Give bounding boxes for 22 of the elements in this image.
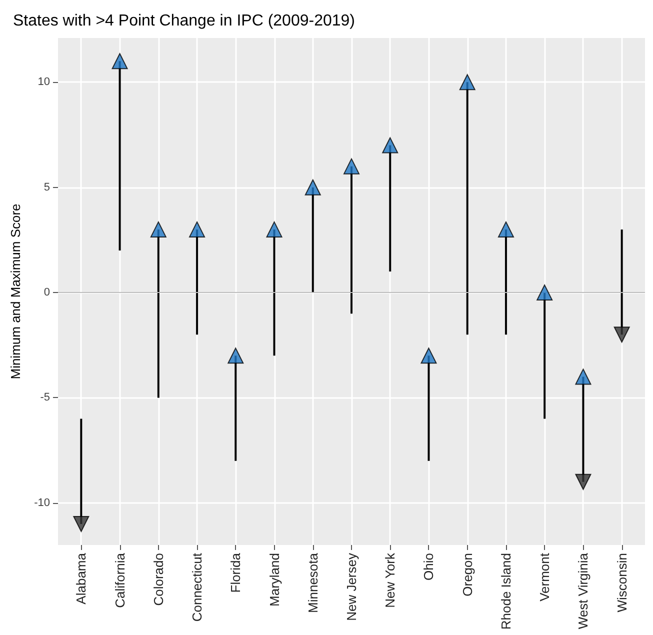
x-tick-label: West Virginia (576, 552, 591, 630)
x-tick-label: New York (382, 552, 398, 608)
y-tick-label: -10 (34, 496, 50, 509)
x-tick-label: Wisconsin (614, 553, 630, 612)
x-tick-label: Vermont (537, 552, 552, 602)
x-tick-label: New Jersey (344, 552, 359, 621)
x-tick-label: Rhode Island (498, 553, 514, 630)
x-tick-label: California (112, 552, 128, 608)
x-tick-label: Ohio (421, 553, 436, 580)
x-tick-label: Florida (228, 552, 244, 593)
y-tick-label: -5 (40, 392, 50, 404)
y-tick-label: 10 (38, 76, 50, 88)
x-tick-label: Alabama (74, 552, 89, 604)
chart-title: States with >4 Point Change in IPC (2009-2019) (13, 12, 355, 30)
y-tick-label: 5 (44, 181, 50, 194)
x-tick-label: Maryland (266, 553, 282, 606)
x-tick-label: Minnesota (305, 552, 320, 613)
y-tick-label: 0 (44, 286, 50, 299)
x-tick-label: Colorado (150, 553, 166, 606)
y-axis-title: Minimum and Maximum Score (8, 204, 23, 380)
x-tick-label: Connecticut (190, 552, 205, 622)
x-tick-label: Oregon (460, 553, 475, 596)
